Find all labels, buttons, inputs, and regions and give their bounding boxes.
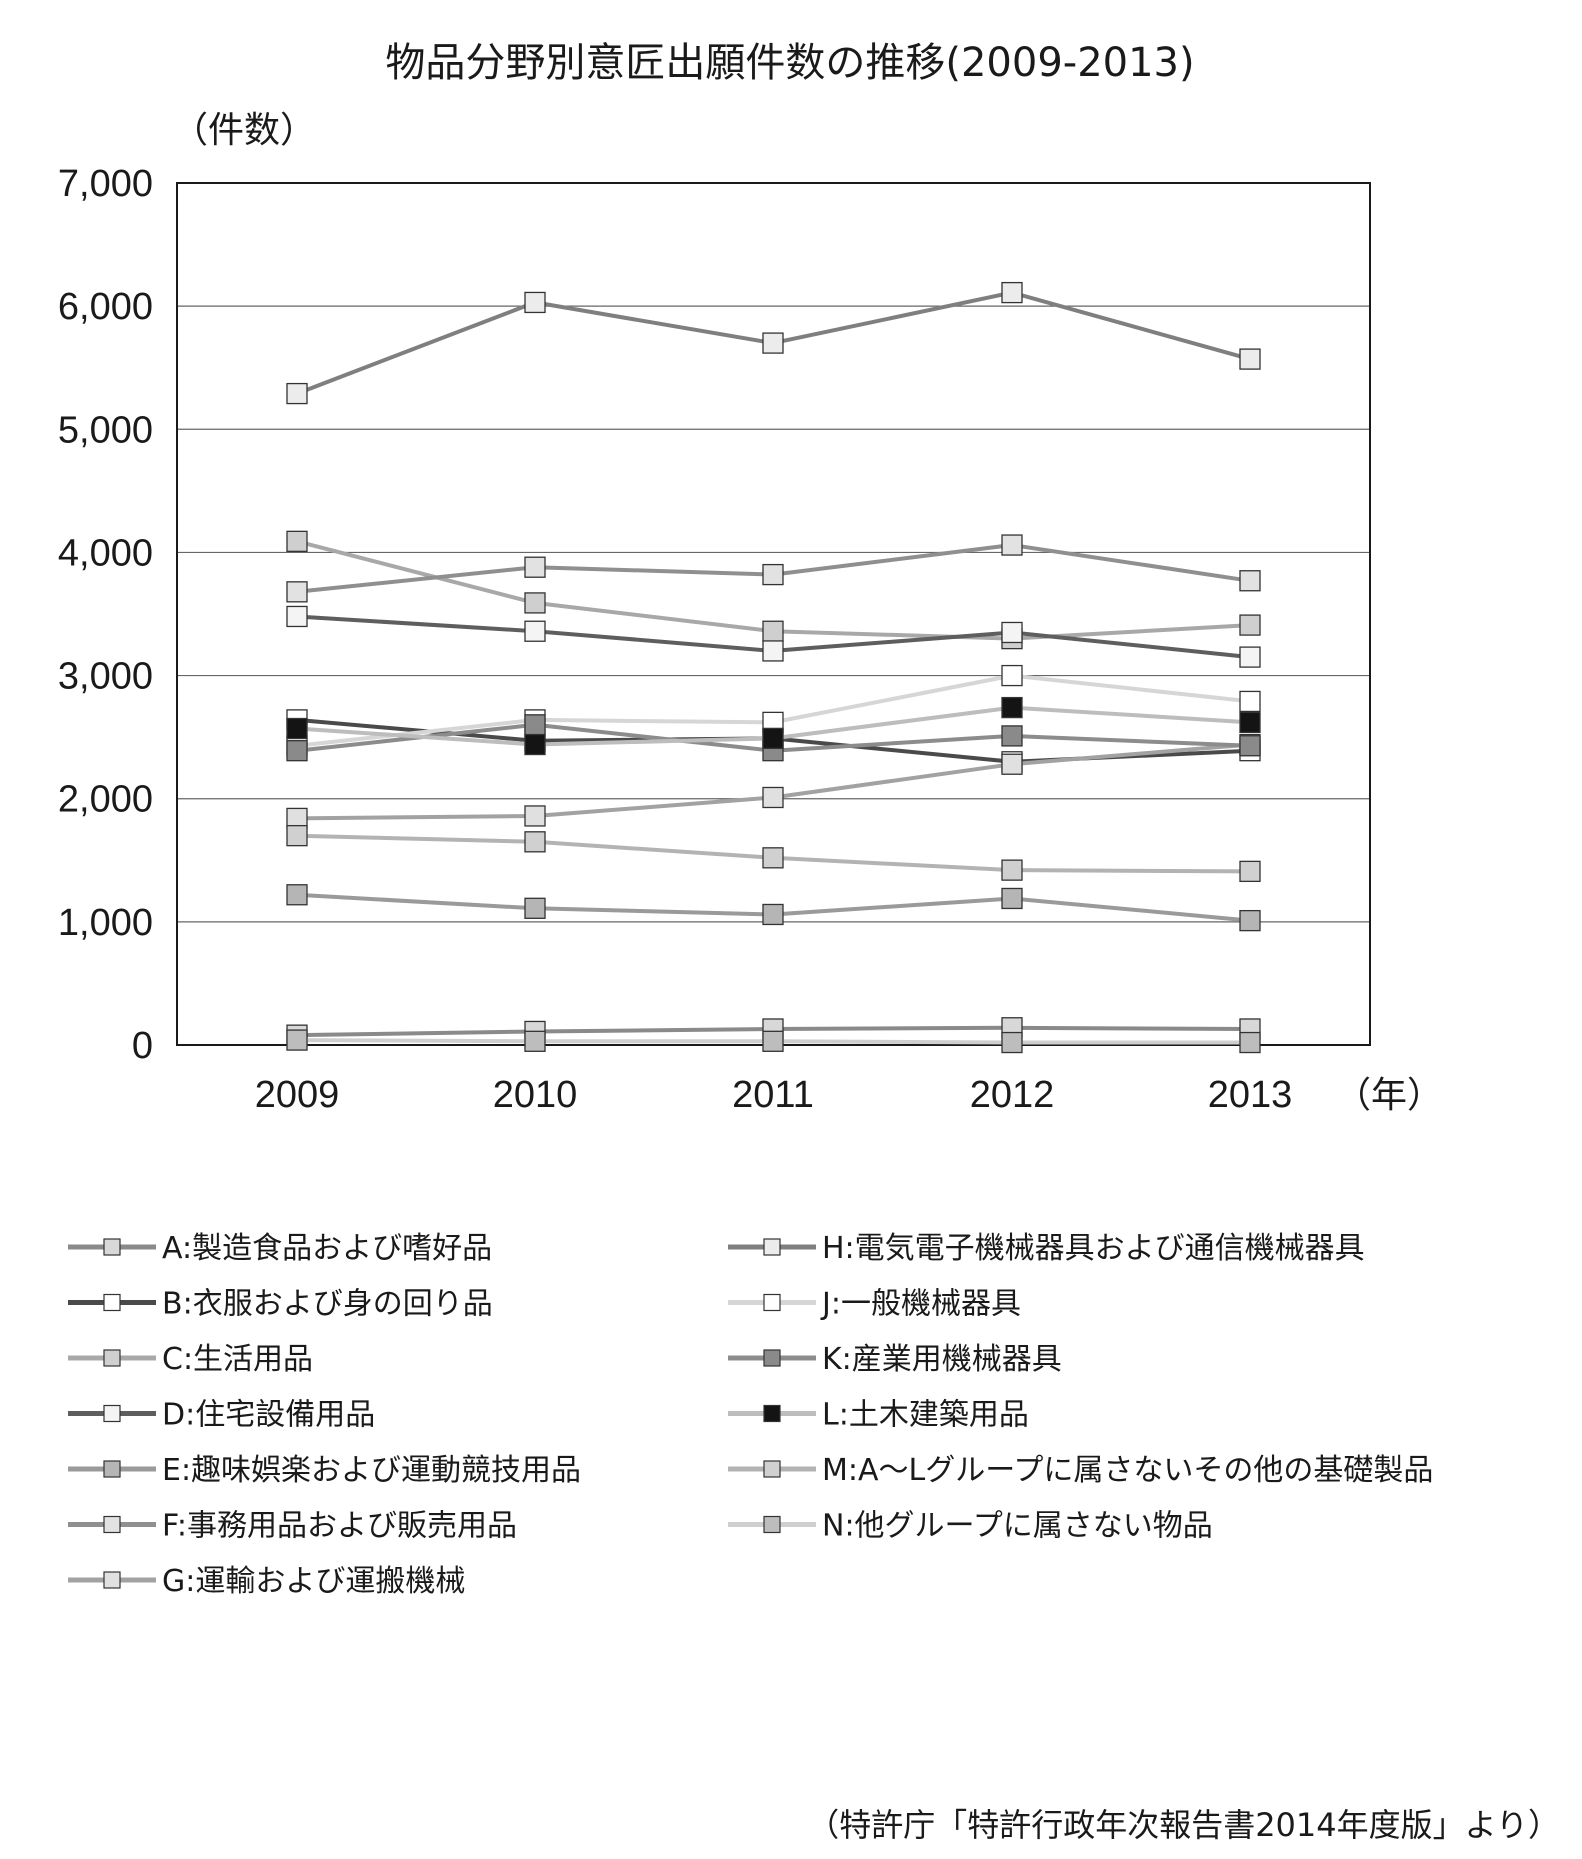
- data-point: [762, 847, 784, 869]
- data-point: [286, 740, 308, 762]
- data-point: [762, 332, 784, 354]
- data-point: [1239, 735, 1261, 757]
- x-tick-label: 2013: [1208, 1074, 1293, 1116]
- data-point: [524, 620, 546, 642]
- legend-swatch-marker: [103, 1349, 121, 1367]
- grid-lines: [177, 305, 1370, 923]
- x-tick-label: 2011: [732, 1074, 814, 1116]
- legend-swatch-marker: [103, 1404, 121, 1423]
- legend-swatch-marker: [103, 1460, 121, 1478]
- data-point: [524, 556, 546, 578]
- data-point: [286, 605, 308, 628]
- y-tick-label: 6,000: [58, 286, 153, 328]
- data-point: [1001, 664, 1023, 687]
- y-tick-label: 5,000: [58, 409, 153, 451]
- legend-swatch-marker: [103, 1293, 121, 1312]
- legend-swatch-marker: [763, 1515, 781, 1534]
- legend-label: C:生活用品: [162, 1342, 313, 1377]
- chart-title: 物品分野別意匠出願件数の推移(2009-2013): [385, 40, 1194, 86]
- data-point: [524, 831, 546, 853]
- data-point: [524, 897, 546, 919]
- data-point: [1001, 753, 1023, 775]
- data-point: [1239, 711, 1261, 734]
- series-lines: [286, 281, 1261, 1054]
- legend-swatch-marker: [763, 1460, 781, 1478]
- data-point: [762, 727, 784, 750]
- data-point: [1239, 860, 1261, 883]
- y-tick-labels: 0 1,000 2,000 3,000 4,000 5,000 6,000 7,000: [58, 163, 153, 1067]
- data-point: [762, 640, 784, 662]
- source-note: （特許庁「特許行政年次報告書2014年度版」より）: [807, 1806, 1560, 1844]
- data-point: [524, 592, 546, 614]
- data-point: [762, 620, 784, 642]
- legend-label: E:趣味娯楽および運動競技用品: [162, 1453, 581, 1488]
- y-tick-label: 4,000: [58, 532, 153, 574]
- data-point: [286, 717, 308, 740]
- data-point: [286, 884, 308, 906]
- data-point: [1239, 348, 1261, 370]
- data-point: [1001, 621, 1023, 644]
- legend: A:製造食品および嗜好品 B:衣服および身の回り品 C:生活用品 D:住宅設備用品 E:…: [68, 1231, 1433, 1599]
- data-point: [524, 805, 546, 827]
- data-point: [524, 1030, 546, 1052]
- y-axis-label: （件数）: [172, 110, 316, 151]
- data-point: [286, 825, 308, 847]
- data-point: [1001, 1031, 1023, 1054]
- legend-swatch-marker: [103, 1238, 121, 1256]
- y-tick-label: 0: [132, 1025, 153, 1067]
- data-point: [762, 563, 784, 586]
- data-point: [762, 1030, 784, 1052]
- data-point: [1239, 614, 1261, 636]
- legend-label: N:他グループに属さない物品: [822, 1509, 1213, 1544]
- data-point: [286, 382, 308, 405]
- legend-label: D:住宅設備用品: [162, 1398, 375, 1433]
- data-point: [1239, 646, 1261, 668]
- data-point: [1001, 534, 1023, 556]
- x-axis-label: （年）: [1335, 1075, 1443, 1116]
- legend-swatch-marker: [763, 1238, 781, 1256]
- x-tick-labels: 2009 2010 2011 2012 2013: [255, 1074, 1293, 1116]
- data-point: [524, 291, 546, 314]
- legend-swatch-marker: [103, 1571, 121, 1589]
- y-tick-label: 3,000: [58, 656, 153, 698]
- data-point: [1239, 690, 1261, 713]
- data-point: [1239, 570, 1261, 592]
- legend-swatch-marker: [763, 1349, 781, 1367]
- legend-label: J:一般機械器具: [820, 1287, 1021, 1322]
- legend-label: M:A～Lグループに属さないその他の基礎製品: [822, 1453, 1433, 1488]
- x-tick-label: 2010: [493, 1074, 578, 1116]
- x-tick-label: 2012: [970, 1074, 1055, 1116]
- data-point: [286, 530, 308, 552]
- legend-label: A:製造食品および嗜好品: [162, 1231, 492, 1266]
- legend-label: G:運輸および運搬機械: [162, 1564, 465, 1599]
- data-point: [1239, 909, 1261, 932]
- data-point: [1239, 1031, 1261, 1054]
- data-point: [1001, 859, 1023, 881]
- data-point: [762, 903, 784, 926]
- legend-swatch-marker: [763, 1293, 781, 1312]
- legend-swatch-marker: [103, 1515, 121, 1534]
- y-tick-label: 7,000: [58, 163, 153, 205]
- data-point: [762, 786, 784, 809]
- data-point: [1001, 281, 1023, 304]
- legend-swatch-marker: [763, 1404, 781, 1423]
- data-point: [524, 733, 546, 756]
- data-point: [1001, 887, 1023, 910]
- data-point: [1001, 725, 1023, 747]
- data-point: [286, 1029, 308, 1051]
- legend-label: B:衣服および身の回り品: [162, 1287, 493, 1322]
- data-point: [286, 581, 308, 603]
- x-tick-label: 2009: [255, 1074, 340, 1116]
- y-tick-label: 2,000: [58, 779, 153, 821]
- legend-label: H:電気電子機械器具および通信機械器具: [822, 1231, 1365, 1266]
- legend-label: F:事務用品および販売用品: [162, 1509, 517, 1544]
- legend-label: L:土木建築用品: [822, 1398, 1029, 1433]
- legend-label: K:産業用機械器具: [822, 1342, 1062, 1377]
- data-point: [1001, 696, 1023, 719]
- y-tick-label: 1,000: [58, 902, 153, 944]
- data-point: [524, 714, 546, 736]
